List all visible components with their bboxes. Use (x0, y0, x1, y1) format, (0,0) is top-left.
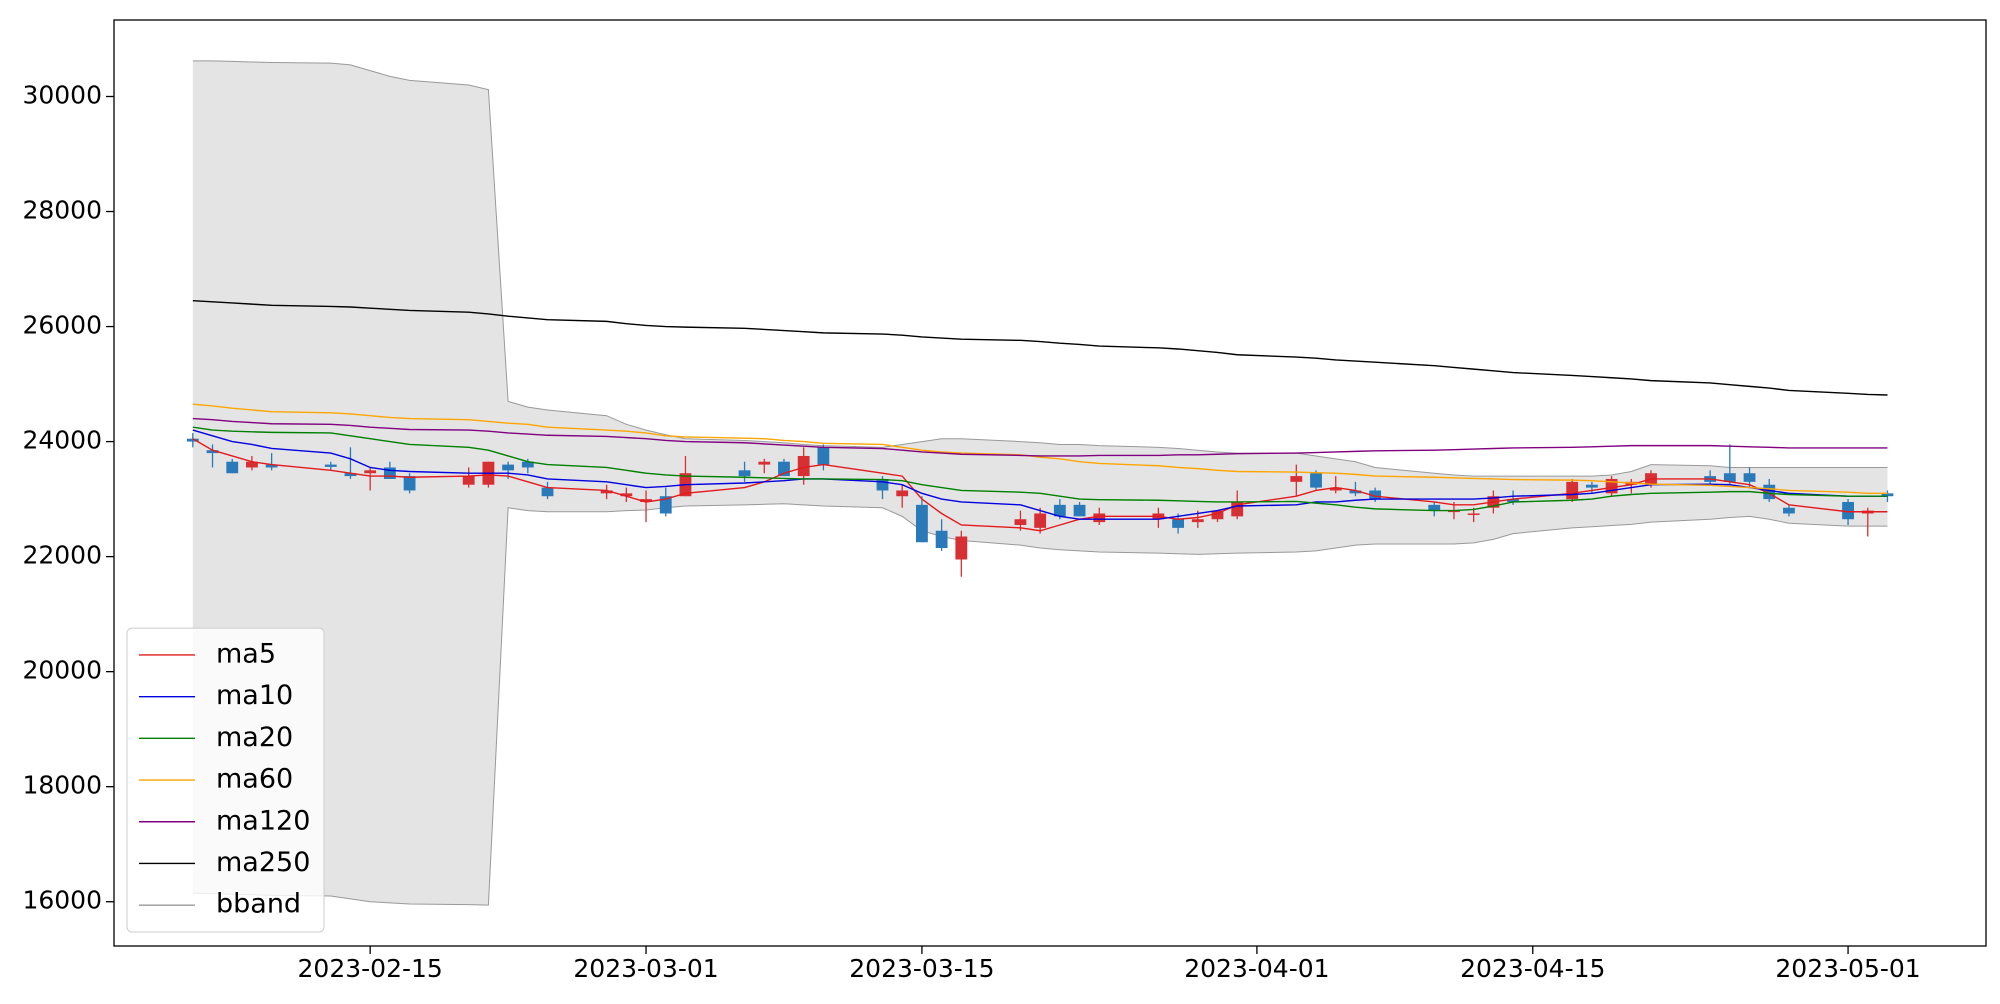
candle-body (1093, 513, 1106, 523)
candle-body (1566, 481, 1579, 500)
bband-lower (192, 503, 1888, 906)
ma-line (192, 403, 1888, 495)
candle-body (1014, 519, 1027, 525)
candle-body (521, 461, 534, 468)
candle-body (758, 461, 771, 465)
candle-body (265, 464, 278, 468)
legend-label: ma250 (216, 847, 310, 878)
candle-body (186, 438, 199, 442)
legend-label: ma10 (216, 680, 293, 711)
candle-body (1763, 484, 1776, 500)
x-tick-label: 2023-03-15 (849, 954, 994, 983)
candle-body (1507, 499, 1519, 502)
ma-line (192, 417, 1888, 457)
legend-label: bband (216, 889, 301, 920)
candle-body (462, 476, 475, 485)
candle-body (206, 450, 219, 454)
x-tick-label: 2023-04-15 (1460, 954, 1605, 983)
candle-body (1231, 501, 1244, 517)
y-tick-label: 22000 (22, 541, 102, 570)
candle-body (1172, 519, 1184, 528)
candle-body (738, 470, 751, 477)
candle-body (403, 476, 416, 491)
legend-label: ma5 (216, 638, 276, 669)
y-tick-label: 16000 (22, 886, 102, 915)
legend-label: ma120 (216, 805, 310, 836)
x-tick-label: 2023-03-01 (573, 954, 718, 983)
candle-body (600, 490, 613, 494)
candle-body (640, 499, 652, 502)
candle-body (876, 478, 889, 491)
candle-body (1310, 473, 1322, 488)
legend-label: ma20 (216, 722, 293, 753)
candle-body (344, 473, 357, 477)
candle-body (817, 447, 830, 465)
candle-body (383, 467, 396, 479)
candle-body (541, 487, 554, 497)
candle-body (1743, 473, 1756, 482)
y-tick-label: 28000 (22, 196, 102, 225)
plot-area (186, 60, 1894, 906)
candle-body (955, 536, 968, 560)
candle-body (1073, 504, 1086, 517)
x-tick-label: 2023-04-01 (1184, 954, 1329, 983)
candle-body (896, 490, 909, 497)
candle-body (1842, 501, 1854, 520)
candle-body (1585, 484, 1598, 488)
x-tick-label: 2023-02-15 (298, 954, 443, 983)
legend-label: ma60 (216, 764, 293, 795)
candle-body (1053, 504, 1066, 517)
candle-body (1349, 490, 1362, 494)
axes-frame (113, 19, 1987, 947)
candle-body (226, 461, 239, 474)
candle-body (778, 461, 790, 477)
ma-line (192, 426, 1888, 512)
candle-body (1783, 507, 1795, 514)
candle-body (916, 504, 928, 543)
candle-body (246, 461, 258, 468)
x-tick-label: 2023-05-01 (1775, 954, 1920, 983)
candle-body (1881, 493, 1894, 497)
candle-body (1467, 513, 1480, 515)
ma-line (192, 438, 1888, 532)
candle-body (1290, 476, 1303, 482)
candle-body (1723, 473, 1736, 482)
candle-body (659, 496, 672, 514)
candle-body (1605, 478, 1618, 494)
candle-body (935, 530, 948, 548)
y-tick-label: 26000 (22, 311, 102, 340)
candle-body (1211, 510, 1224, 520)
bband-upper (192, 60, 1888, 477)
candle-body (1329, 487, 1342, 491)
ma-line (192, 429, 1888, 520)
candle-body (364, 470, 377, 474)
candle-body (797, 455, 810, 477)
candle-body (324, 464, 337, 467)
candle-body (1034, 513, 1047, 528)
candle-body (620, 493, 633, 497)
y-tick-label: 24000 (22, 426, 102, 455)
y-tick-label: 20000 (22, 656, 102, 685)
ma-line (192, 299, 1888, 396)
y-tick-label: 30000 (22, 80, 102, 109)
candle-body (502, 464, 515, 471)
candle-body (1428, 504, 1441, 511)
bband-area (192, 60, 1888, 906)
legend-box (126, 627, 325, 933)
candle-body (1369, 490, 1382, 500)
candle-body (1448, 510, 1460, 513)
y-tick-label: 18000 (22, 771, 102, 800)
candle-body (1191, 519, 1204, 523)
